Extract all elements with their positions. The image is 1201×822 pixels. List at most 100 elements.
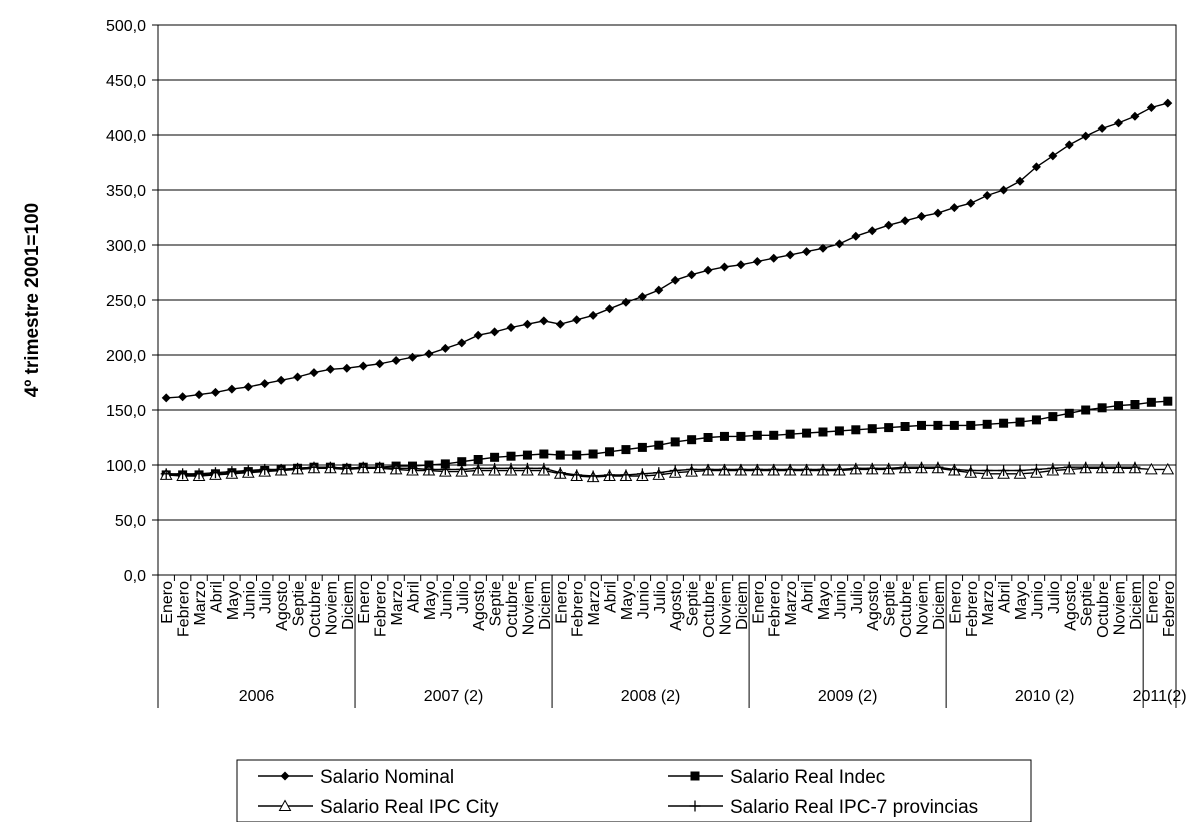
x-tick-label: Mayo [1013,581,1030,620]
x-tick-label: Septie [488,581,505,626]
x-tick-label: Octubre [307,581,324,638]
data-point [506,323,516,332]
x-tick-label: Julio [652,581,669,614]
data-point [457,457,467,467]
y-tick-label: 200,0 [106,348,146,365]
data-point [1114,401,1124,411]
data-point [473,330,483,340]
data-point [1048,412,1058,422]
data-point [1163,396,1173,406]
x-tick-label: Noviem [520,581,537,635]
x-tick-label: Marzo [586,581,603,626]
y-axis: 0,0 50,0 100,0 150,0 200,0 250,0 300,0 350,0 400… [106,18,158,585]
series [159,98,1175,483]
y-axis-title: 4º trimestre 2001=100 [22,203,43,397]
data-point [440,343,450,353]
data-point [851,231,861,241]
x-tick-label: Mayo [225,581,242,620]
data-point [605,304,615,314]
legend-label: Salario Real IPC-7 provincias [730,797,978,818]
legend-marker [690,771,700,781]
data-point [260,379,270,389]
data-point [522,319,532,329]
x-tick-label: Enero [553,581,570,624]
x-tick-label: Febrero [373,581,390,637]
x-tick-label: Junio [1029,581,1046,619]
data-point [522,450,532,460]
x-tick-label: Octubre [1095,581,1112,638]
x-tick-label: Junio [635,581,652,619]
x-tick-label: Octubre [701,581,718,638]
data-point [243,382,253,392]
y-tick-label: 0,0 [124,568,146,585]
data-point [769,253,779,263]
x-tick-label: Diciem [340,581,357,630]
data-point [982,419,992,429]
x-tick-label: Julio [258,581,275,614]
x-group-label: 2011(2) [1133,688,1187,705]
data-point [1161,462,1175,475]
data-point [1015,417,1025,427]
x-tick-label: Enero [356,581,373,624]
data-point [1145,462,1158,475]
legend-item: Salario Nominal [258,767,454,788]
data-point [884,423,894,433]
data-point [736,260,746,270]
data-point [1146,397,1156,407]
data-point [900,216,910,226]
x-group-label: 2007 (2) [424,688,484,705]
data-point [375,359,385,369]
data-point [818,243,828,253]
data-point [933,420,943,430]
data-point [490,452,500,462]
legend-marker [280,771,290,781]
x-tick-label: Noviem [1112,581,1129,635]
x-tick-label: Enero [1144,581,1161,624]
x-tick-label: Octubre [898,581,915,638]
data-point [1048,151,1058,161]
data-point [949,203,959,213]
x-tick-label: Julio [455,581,472,614]
data-point [654,285,664,295]
legend-item: Salario Real Indec [668,767,885,788]
data-point [1064,408,1074,418]
x-tick-label: Diciem [1128,581,1145,630]
data-point [999,418,1009,428]
data-point [1031,162,1041,172]
x-tick-label: Noviem [323,581,340,635]
data-point [572,315,582,325]
x-tick-label: Enero [947,581,964,624]
data-point [769,430,779,440]
data-point [1163,98,1173,108]
data-point [834,426,844,436]
x-tick-label: Marzo [783,581,800,626]
x-tick-label: Abril [997,581,1014,613]
x-tick-label: Agosto [865,581,882,631]
data-point [637,442,647,452]
data-point [1130,111,1140,121]
y-tick-label: 100,0 [106,458,146,475]
x-tick-label: Septie [1079,581,1096,626]
x-tick-label: Agosto [668,581,685,631]
data-point [818,427,828,437]
data-point [1031,415,1041,425]
data-point [391,356,401,365]
y-tick-label: 500,0 [106,18,146,35]
data-point [654,440,664,450]
x-tick-label: Febrero [1161,581,1178,637]
data-point [276,375,286,385]
x-tick-label: Junio [438,581,455,619]
data-point [325,364,335,374]
x-group-label: 2008 (2) [621,688,681,705]
x-tick-label: Abril [603,581,620,613]
data-point [703,265,713,275]
x-axis: Enero Febrero Marzo Abril Mayo Junio Julio Agos… [157,575,1187,708]
x-tick-label: Febrero [767,581,784,637]
data-point [966,420,976,430]
data-point [917,211,926,221]
data-point [802,428,812,438]
data-point [884,220,894,230]
x-tick-label: Agosto [274,581,291,631]
data-point [719,431,729,441]
x-tick-label: Noviem [717,581,734,635]
